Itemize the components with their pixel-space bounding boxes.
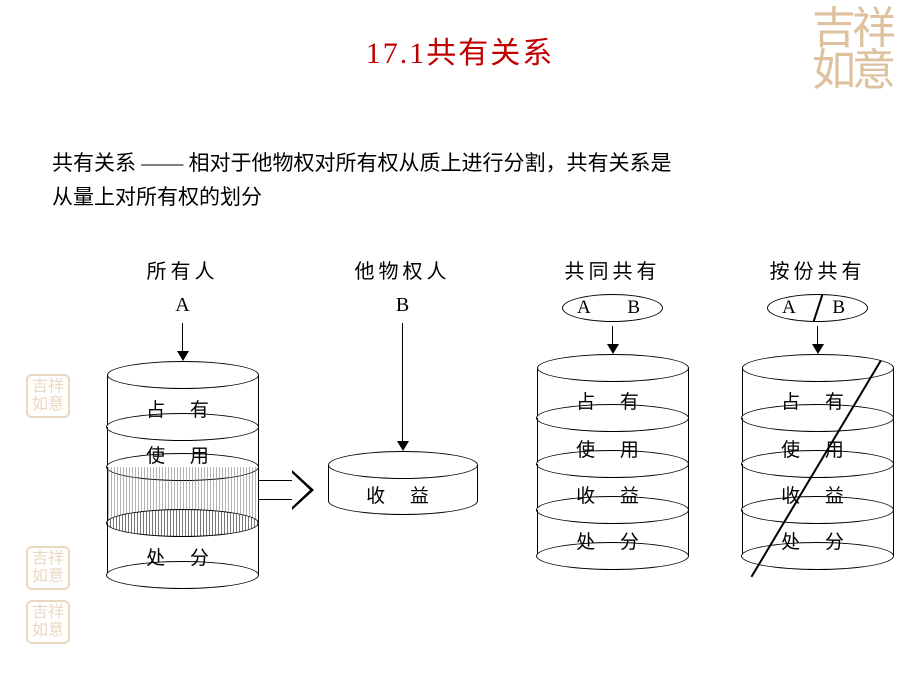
- intro-line: 从量上对所有权的划分: [52, 185, 262, 209]
- cylinder-short: 收 益: [328, 451, 478, 515]
- diagram-column: 他物权人 B 收 益: [305, 255, 500, 515]
- cylinder: 占 有使 用处 分: [107, 361, 259, 575]
- cylinder-segment: 使 用: [107, 427, 259, 467]
- oval-split-line: [813, 294, 823, 321]
- arrow-down-icon: [515, 326, 710, 354]
- cylinder-segment: 使 用: [537, 418, 689, 464]
- column-header: 共同共有: [515, 255, 710, 284]
- segment-label: 使 用: [743, 435, 893, 462]
- owner-label: A: [85, 294, 280, 317]
- cylinder-segment: 收 益: [742, 464, 894, 510]
- diagram: 所有人 A 占 有使 用处 分 他物权人 B 收 益 共同共有 A B 占 有使 用收 益处 分…: [40, 255, 900, 655]
- diagram-column: 按份共有 A B 占 有使 用收 益处 分: [720, 255, 915, 556]
- diagram-column: 所有人 A 占 有使 用处 分: [85, 255, 280, 575]
- segment-label: 收 益: [743, 481, 893, 508]
- cylinder: 占 有使 用收 益处 分: [742, 354, 894, 556]
- segment-label: 占 有: [743, 387, 893, 414]
- arrow-down-icon: [85, 323, 280, 361]
- cylinder-segment: 处 分: [537, 510, 689, 556]
- owner-oval: A B: [562, 294, 663, 322]
- segment-label: 处 分: [743, 527, 893, 554]
- cylinder-segment: 收 益: [537, 464, 689, 510]
- cylinder-segment: 处 分: [742, 510, 894, 556]
- segment-label: 使 用: [108, 441, 258, 468]
- intro-text: 共有关系 —— 相对于他物权对所有权从质上进行分割，共有关系是 从量上对所有权的…: [52, 146, 872, 214]
- segment-label: 占 有: [108, 395, 258, 422]
- owner-oval: A B: [767, 294, 868, 322]
- cylinder-segment: 使 用: [742, 418, 894, 464]
- cylinder-segment: 处 分: [107, 523, 259, 575]
- arrow-right-icon: [258, 470, 314, 510]
- arrow-down-icon: [720, 326, 915, 354]
- segment-label: 处 分: [108, 543, 258, 570]
- page-title: 17.1共有关系: [0, 28, 920, 72]
- owner-label: B: [305, 294, 500, 317]
- column-header: 所有人: [85, 255, 280, 284]
- segment-label: 收 益: [538, 481, 688, 508]
- arrow-down-icon: [305, 323, 500, 451]
- segment-label: 使 用: [538, 435, 688, 462]
- cylinder: 占 有使 用收 益处 分: [537, 354, 689, 556]
- column-header: 按份共有: [720, 255, 915, 284]
- segment-label: 收 益: [328, 481, 478, 508]
- intro-line: 共有关系 —— 相对于他物权对所有权从质上进行分割，共有关系是: [52, 151, 672, 175]
- segment-label: 处 分: [538, 527, 688, 554]
- column-header: 他物权人: [305, 255, 500, 284]
- diagram-column: 共同共有 A B 占 有使 用收 益处 分: [515, 255, 710, 556]
- cylinder-segment: [107, 467, 259, 523]
- segment-label: 占 有: [538, 387, 688, 414]
